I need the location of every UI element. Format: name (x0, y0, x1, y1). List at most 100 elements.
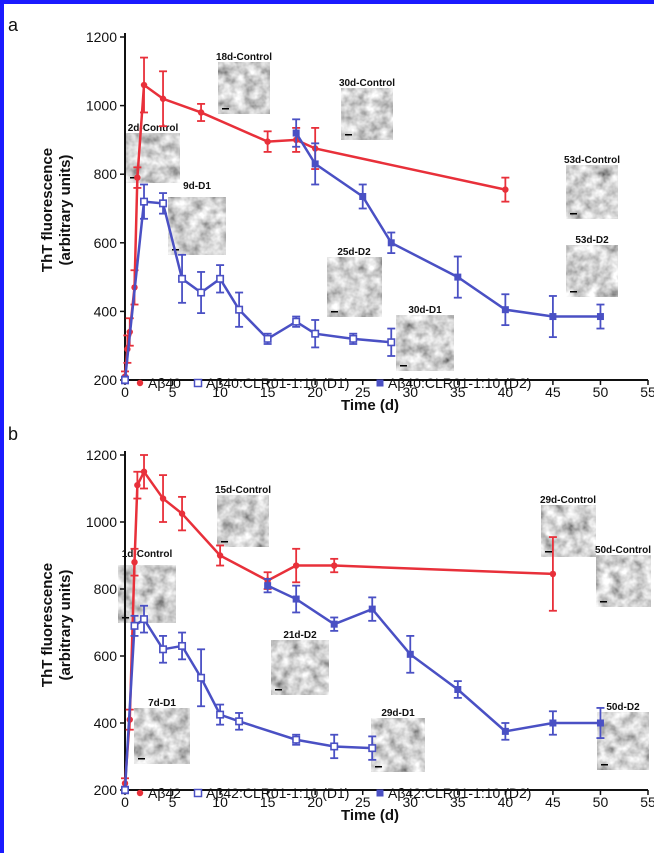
x-tick-label: 5 (169, 384, 177, 400)
x-tick-label: 50 (593, 384, 609, 400)
inset-label: 1d-Control (122, 549, 173, 560)
x-tick-label: 0 (121, 384, 129, 400)
tem-micrograph (218, 62, 270, 114)
inset-label: 18d-Control (216, 52, 272, 63)
data-point (596, 313, 604, 321)
data-point (216, 552, 224, 559)
tem-inset: 29d-Control (540, 495, 596, 557)
y-tick-label: 1000 (86, 514, 117, 530)
data-point (121, 785, 130, 794)
legend-entry: Aβ42 (136, 785, 181, 801)
x-axis-title: Time (d) (341, 397, 399, 414)
y-tick-label: 200 (94, 372, 118, 388)
data-point (264, 582, 272, 590)
data-point (311, 160, 319, 168)
legend-label: Aβ42 (148, 785, 181, 801)
legend-marker (193, 788, 203, 798)
data-point (134, 174, 141, 181)
scale-bar (570, 291, 577, 293)
data-point (140, 468, 148, 475)
y-tick-label: 400 (94, 303, 118, 319)
data-point (159, 495, 167, 502)
data-point (178, 510, 186, 517)
tem-micrograph (371, 718, 425, 772)
inset-label: 50d-D2 (606, 702, 640, 713)
inset-label: 29d-Control (540, 495, 596, 506)
tem-inset: 9d-D1 (168, 181, 226, 255)
series-line (123, 469, 553, 784)
x-tick-label: 20 (307, 384, 323, 400)
data-point (502, 186, 509, 193)
data-point (235, 305, 244, 314)
x-tick-label: 40 (498, 384, 514, 400)
tem-micrograph (396, 315, 454, 371)
data-point (197, 288, 206, 297)
tem-inset: 50d-D2 (597, 702, 649, 770)
data-point (331, 562, 338, 569)
y-tick-label: 400 (94, 715, 118, 731)
y-tick-label: 800 (94, 166, 118, 182)
data-point (368, 605, 376, 613)
x-tick-label: 50 (593, 794, 609, 810)
legend-entry: Aβ40:CLR01-1:10 (D2) (376, 375, 531, 391)
data-point (292, 129, 300, 137)
inset-label: 30d-D1 (408, 305, 442, 316)
x-tick-label: 10 (212, 384, 228, 400)
inset-label: 9d-D1 (183, 181, 211, 192)
panel-letter: a (8, 15, 19, 35)
data-point (159, 95, 167, 102)
data-point (311, 329, 320, 338)
scale-bar (222, 108, 229, 110)
legend-entry: Aβ42:CLR01-1:10 (D1) (193, 785, 349, 801)
series-2 (263, 578, 605, 741)
data-point (387, 338, 396, 347)
scale-bar (138, 758, 145, 760)
y-axis-title: ThT fluorescence(arbitrary units) (39, 563, 74, 687)
data-point (178, 641, 187, 650)
y-axis-title-line: ThT fluorescence (39, 148, 56, 272)
tem-micrograph (566, 165, 618, 219)
data-point (501, 727, 509, 735)
data-point (264, 138, 271, 145)
data-point (292, 562, 300, 569)
tem-inset: 29d-D1 (371, 708, 425, 772)
y-tick-label: 1200 (86, 447, 117, 463)
data-point (159, 199, 168, 208)
data-point (216, 274, 225, 283)
scale-bar (600, 601, 607, 603)
tem-micrograph (597, 712, 649, 770)
inset-label: 15d-Control (215, 485, 271, 496)
scale-bar (221, 541, 228, 543)
scale-bar (400, 365, 407, 367)
data-point (131, 559, 138, 566)
tem-inset: 18d-Control (216, 52, 272, 114)
data-point (263, 334, 272, 343)
tem-inset: 53d-D2 (566, 235, 618, 297)
tem-inset: 30d-Control (339, 78, 395, 140)
legend-marker (376, 789, 384, 797)
legend-entry: Aβ40 (136, 375, 181, 391)
tem-micrograph (541, 505, 596, 557)
y-tick-label: 800 (94, 581, 118, 597)
y-axis-title-line: (arbitrary units) (57, 155, 74, 266)
data-point (596, 719, 604, 727)
data-point (216, 710, 225, 719)
legend-label: Aβ40 (148, 375, 181, 391)
x-tick-label: 10 (212, 794, 228, 810)
series-2 (292, 118, 605, 339)
data-point (121, 375, 130, 384)
tem-micrograph (327, 257, 382, 317)
data-point (130, 621, 139, 630)
panel-letter: b (8, 424, 18, 444)
inset-label: 21d-D2 (283, 630, 317, 641)
tem-micrograph (134, 708, 190, 764)
scale-bar (275, 689, 282, 691)
x-tick-label: 25 (355, 794, 371, 810)
tem-inset: 25d-D2 (327, 247, 382, 317)
inset-label: 2d-Control (128, 123, 179, 134)
x-tick-label: 35 (450, 794, 466, 810)
data-point (140, 615, 149, 624)
inset-label: 50d-Control (595, 545, 651, 556)
x-tick-label: 30 (402, 794, 418, 810)
